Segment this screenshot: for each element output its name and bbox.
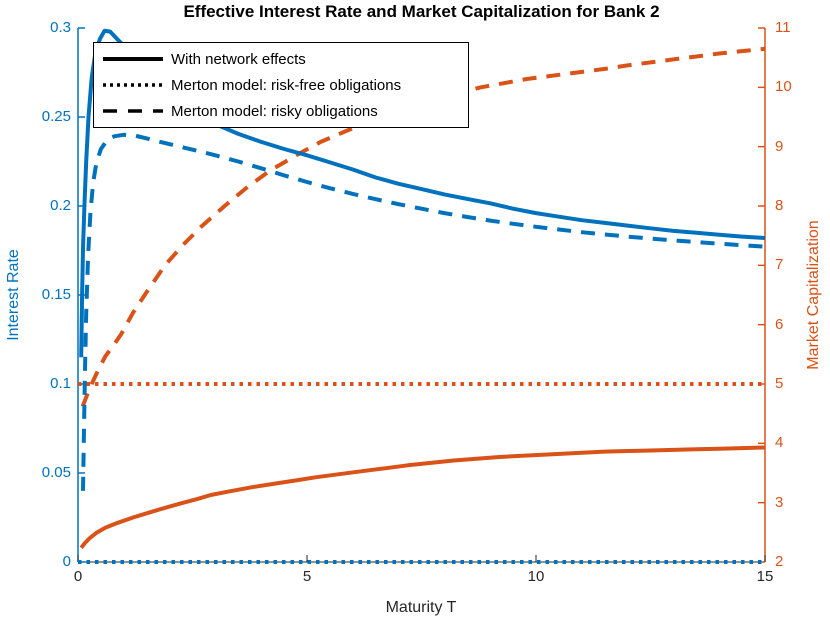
tick-label: 0.25 xyxy=(41,108,71,125)
curve-mc-network xyxy=(79,445,766,550)
tick-label: 5 xyxy=(302,568,312,585)
curve-mc-merton-risky xyxy=(80,46,766,408)
y-axis-label-right: Market Capitalization xyxy=(805,220,822,370)
legend-dotted-line-icon xyxy=(103,83,163,87)
chart-title: Effective Interest Rate and Market Capit… xyxy=(183,2,660,21)
x-axis-label: Maturity T xyxy=(385,599,457,616)
tick-label: 0.05 xyxy=(41,464,71,481)
legend-label: Merton model: risk-free obligations xyxy=(171,76,402,94)
tick-label: 0 xyxy=(62,553,71,570)
tick-label: 0.15 xyxy=(41,286,71,303)
legend-item-merton-risky: Merton model: risky obligations xyxy=(102,98,464,124)
tick-label: 0.1 xyxy=(50,375,71,392)
legend-solid-line-icon xyxy=(103,57,163,61)
tick-label: 11 xyxy=(775,19,791,36)
tick-label: 3 xyxy=(775,493,784,511)
tick-label: 0 xyxy=(73,568,83,585)
legend-label: Merton model: risky obligations xyxy=(171,102,378,120)
tick-label: 0.2 xyxy=(50,197,71,214)
tick-label: 4 xyxy=(775,434,784,452)
tick-label: 10 xyxy=(527,568,545,585)
tick-label: 5 xyxy=(775,375,784,392)
tick-label: 10 xyxy=(775,78,792,96)
legend-label: With network effects xyxy=(171,50,306,68)
tick-label: 8 xyxy=(775,197,784,214)
legend: With network effects Merton model: risk-… xyxy=(93,42,469,128)
legend-item-merton-riskfree: Merton model: risk-free obligations xyxy=(102,72,464,98)
tick-label: 6 xyxy=(775,315,784,333)
tick-label: 9 xyxy=(775,137,784,155)
tick-label: 2 xyxy=(775,553,784,570)
legend-dashed-line-icon xyxy=(103,109,163,113)
tick-label: 7 xyxy=(775,256,784,274)
curve-ir-merton-risky xyxy=(81,132,766,491)
tick-label: 0.3 xyxy=(50,19,71,36)
legend-item-network-effects: With network effects xyxy=(102,46,464,72)
tick-label: 15 xyxy=(756,568,774,585)
